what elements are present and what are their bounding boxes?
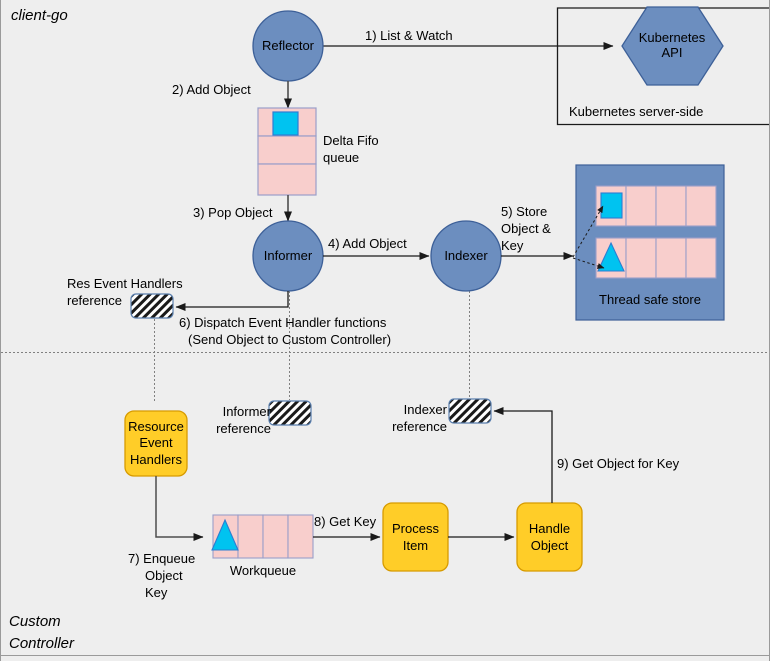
informer-circle[interactable] — [252, 220, 324, 292]
store-key-dashed-pointers — [572, 205, 605, 269]
indexer-reference-label-line2: reference — [392, 419, 447, 434]
page-title-client-go: client-go — [11, 7, 68, 24]
delta-fifo-label-line1: Delta Fifo — [323, 133, 379, 148]
edge-9-label: 9) Get Object for Key — [557, 456, 680, 471]
edge-7-label-line2: Object — [145, 568, 183, 583]
edge-2-label: 2) Add Object — [172, 82, 251, 97]
edge-9-get-object-for-key-line — [493, 407, 553, 503]
edge-6-label-line2: (Send Object to Custom Controller) — [188, 332, 392, 347]
indexer-circle[interactable] — [430, 220, 502, 292]
edge-8-label: 8) Get Key — [314, 514, 377, 529]
handle-object-box[interactable] — [516, 502, 583, 572]
edge-4-label: 4) Add Object — [328, 236, 407, 251]
delta-fifo-queue-stack[interactable] — [257, 107, 317, 196]
res-event-handlers-reference-label-line2: reference — [67, 293, 122, 308]
edge-5-label-line1: 5) Store — [501, 204, 548, 219]
informer-reference-label-line2: reference — [216, 421, 271, 436]
store-object-triangle — [597, 241, 625, 272]
edge-3-label: 3) Pop Object — [193, 205, 273, 220]
edge-7-label-line1: 7) Enqueue — [128, 551, 196, 566]
region-divider-lines — [1, 291, 769, 403]
informer-reference-box[interactable] — [268, 400, 312, 426]
res-event-handlers-reference-box[interactable] — [130, 293, 174, 319]
resource-event-handlers-box[interactable] — [124, 410, 188, 477]
edge-5-label-line3: Key — [501, 238, 524, 253]
edge-5-label-line2: Object & — [501, 221, 551, 236]
process-item-box[interactable] — [382, 502, 449, 572]
res-event-handlers-reference-label-line1: Res Event Handlers — [67, 276, 183, 291]
custom-controller-label-line2: Controller — [9, 635, 75, 652]
workqueue-object-triangle — [211, 518, 239, 551]
edge-7-label-line3: Key — [145, 585, 168, 600]
reflector-circle[interactable] — [252, 10, 324, 82]
edge-6-dispatch-event-handler-line — [175, 291, 289, 311]
custom-controller-label-line1: Custom — [9, 613, 61, 630]
indexer-reference-box[interactable] — [448, 398, 492, 424]
edge-1-label: 1) List & Watch — [365, 28, 453, 43]
kubernetes-api-hexagon[interactable] — [621, 6, 724, 86]
edge-6-label-line1: 6) Dispatch Event Handler functions — [179, 315, 387, 330]
informer-reference-label-line1: Informer — [222, 404, 271, 419]
workqueue-stack[interactable] — [211, 514, 314, 559]
delta-fifo-label-line2: queue — [323, 150, 360, 165]
delta-fifo-object-square — [272, 111, 299, 136]
store-object-square — [600, 192, 623, 219]
edge-7-enqueue-object-key-line — [155, 476, 204, 541]
thread-safe-store-box[interactable] — [575, 164, 725, 321]
kubernetes-server-side-label: Kubernetes server-side — [569, 104, 704, 119]
indexer-reference-label-line1: Indexer — [403, 402, 447, 417]
